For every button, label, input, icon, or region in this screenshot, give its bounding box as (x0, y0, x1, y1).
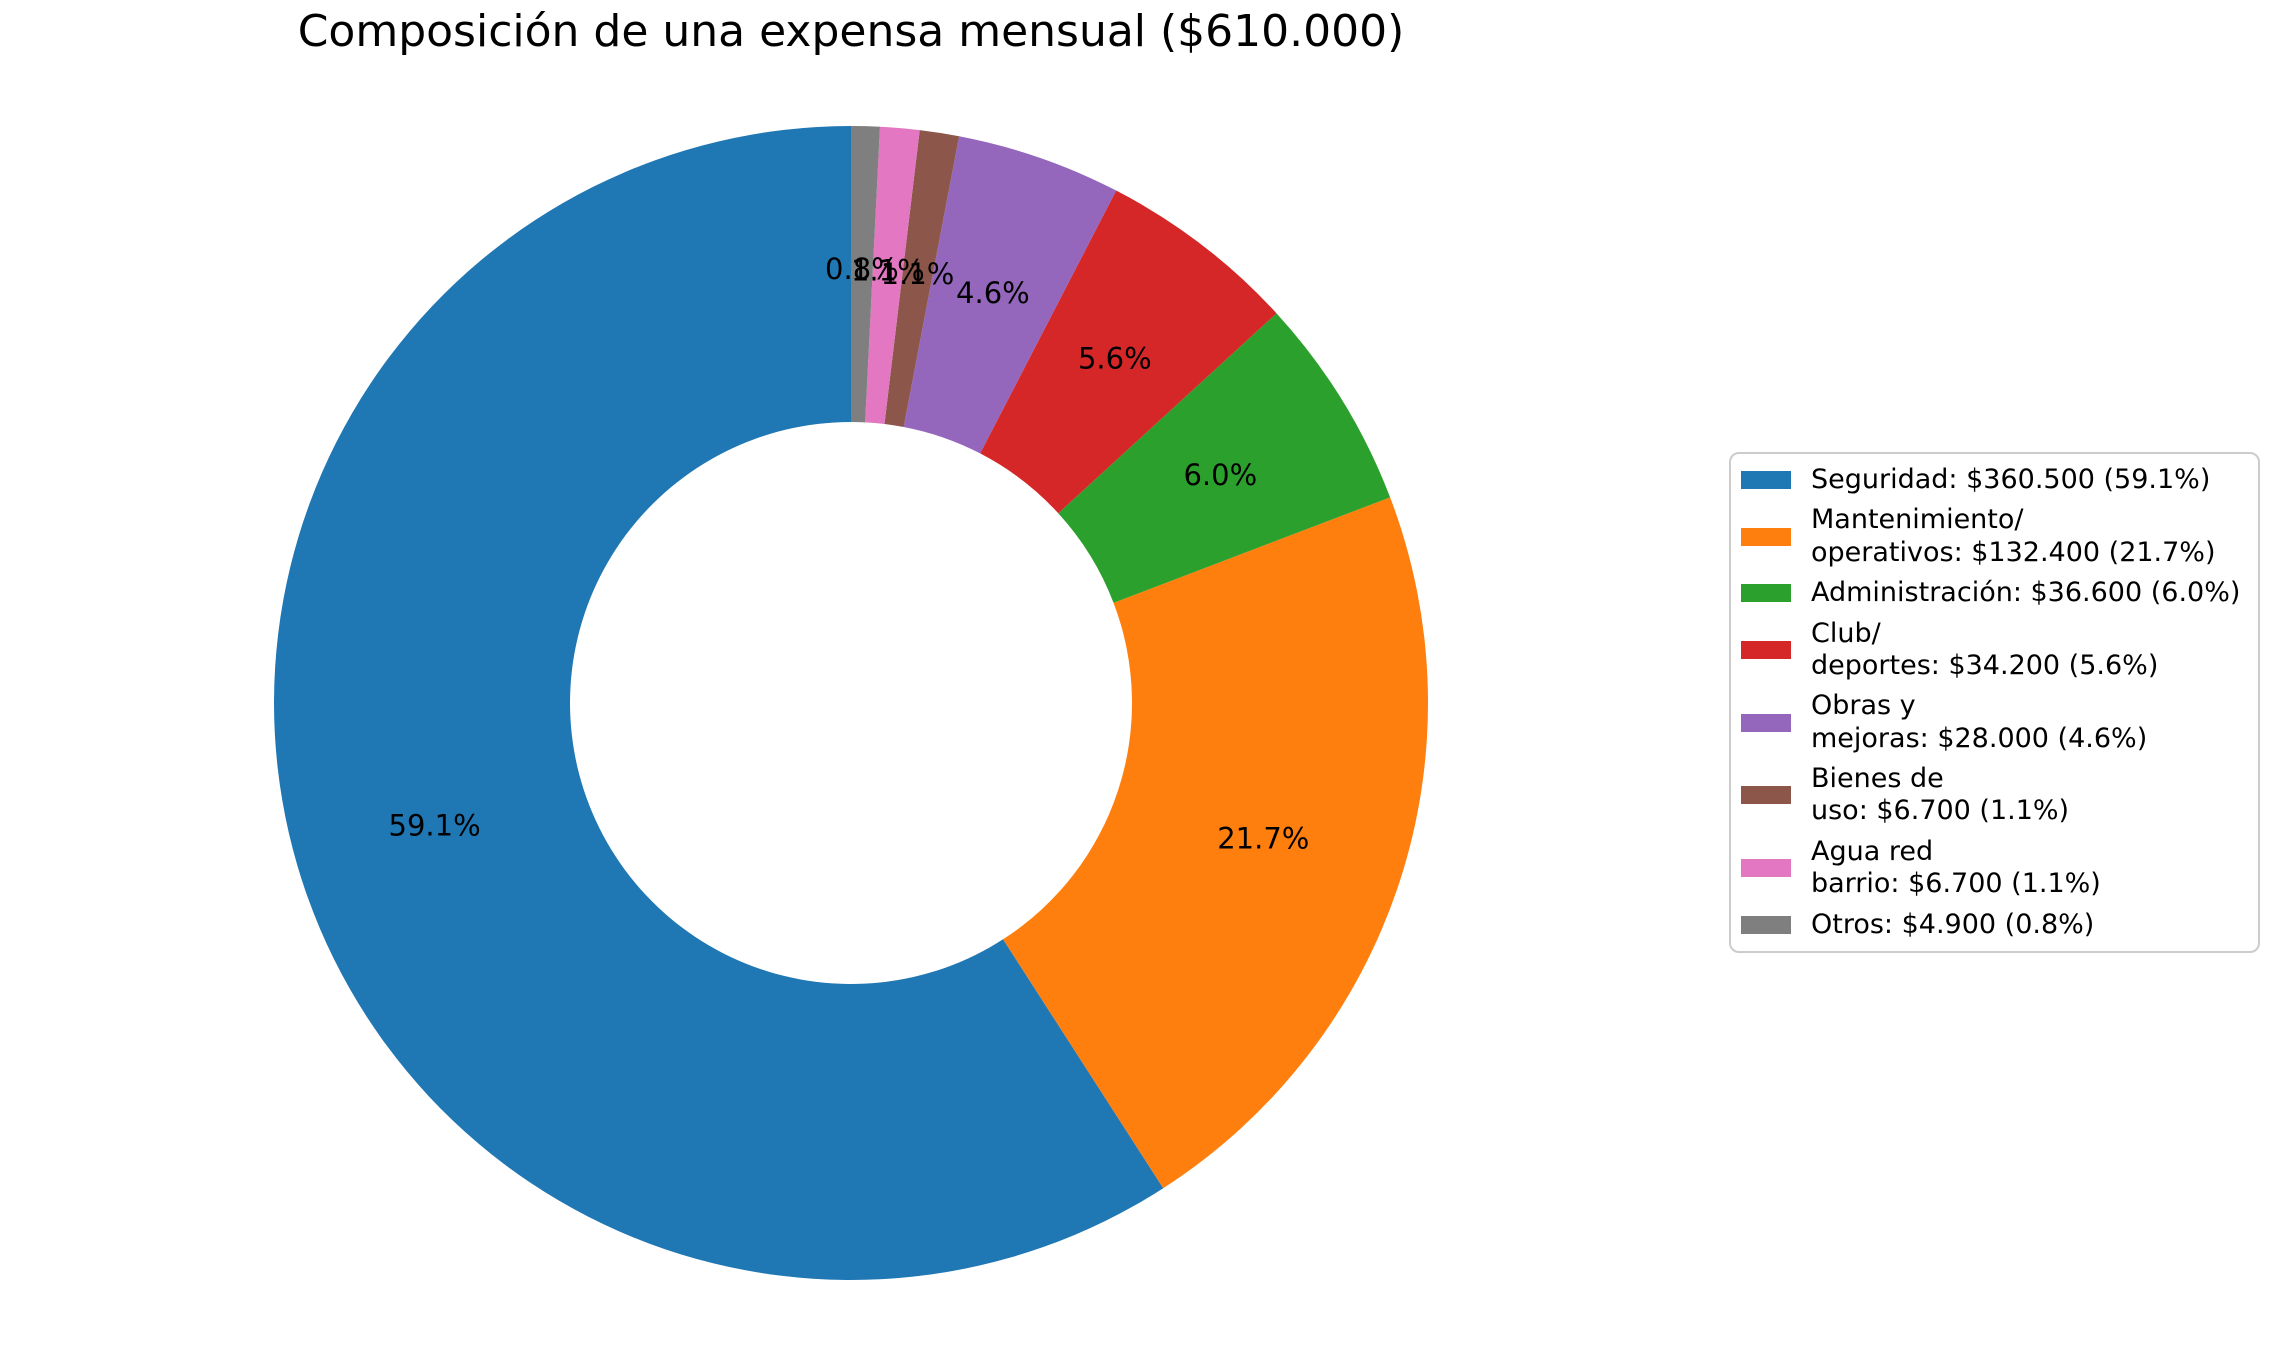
legend-swatch-1 (1741, 527, 1791, 546)
legend-swatch-6 (1741, 859, 1791, 878)
pie-slice-4 (903, 136, 1117, 454)
legend-label-7: Otros: $4.900 (0.8%) (1811, 908, 2095, 940)
slice-pct-label-5: 1.1% (881, 257, 955, 291)
legend-label-6: Agua red barrio: $6.700 (1.1%) (1811, 835, 2101, 900)
slice-pct-label-1: 21.7% (1217, 821, 1309, 855)
legend-swatch-0 (1741, 471, 1791, 490)
legend-item-3: Club/ deportes: $34.200 (5.6%) (1741, 618, 2248, 683)
legend-item-1: Mantenimiento/ operativos: $132.400 (21.… (1741, 504, 2248, 569)
slice-pct-label-0: 59.1% (389, 808, 481, 842)
pie-slice-3 (980, 190, 1277, 514)
legend-swatch-2 (1741, 584, 1791, 603)
slice-pct-label-4: 4.6% (956, 276, 1030, 310)
pie-slice-1 (1003, 497, 1429, 1189)
legend-item-2: Administración: $36.600 (6.0%) (1741, 577, 2248, 609)
chart-title: Composición de una expensa mensual ($610… (297, 6, 1405, 57)
pie-slice-7 (851, 126, 880, 423)
legend-label-1: Mantenimiento/ operativos: $132.400 (21.… (1811, 504, 2216, 568)
legend-label-0: Seguridad: $360.500 (59.1%) (1811, 464, 2211, 495)
legend-label-3: Club/ deportes: $34.200 (5.6%) (1811, 617, 2159, 681)
legend: Seguridad: $360.500 (59.1%) Mantenimiento… (1729, 452, 2260, 953)
legend-swatch-7 (1741, 915, 1791, 934)
pie-slice-2 (1058, 313, 1391, 603)
pie-slice-5 (884, 130, 960, 427)
legend-swatch-3 (1741, 640, 1791, 659)
pie-slice-0 (274, 126, 1164, 1280)
legend-swatch-4 (1741, 713, 1791, 732)
legend-swatch-5 (1741, 786, 1791, 805)
legend-item-6: Agua red barrio: $6.700 (1.1%) (1741, 836, 2248, 901)
pie-slice-6 (865, 126, 920, 424)
slice-pct-label-2: 6.0% (1183, 458, 1257, 492)
legend-label-2: Administración: $36.600 (6.0%) (1811, 577, 2241, 609)
legend-item-7: Otros: $4.900 (0.8%) (1741, 909, 2248, 941)
slice-pct-label-6: 1.1% (851, 254, 925, 288)
legend-item-5: Bienes de uso: $6.700 (1.1%) (1741, 763, 2248, 828)
legend-label-4: Obras y mejoras: $28.000 (4.6%) (1811, 690, 2148, 754)
slice-pct-label-7: 0.8% (825, 252, 899, 286)
legend-label-5: Bienes de uso: $6.700 (1.1%) (1811, 763, 2070, 827)
slice-pct-label-3: 5.6% (1078, 341, 1152, 375)
legend-item-4: Obras y mejoras: $28.000 (4.6%) (1741, 690, 2248, 755)
legend-item-0: Seguridad: $360.500 (59.1%) (1741, 464, 2248, 496)
